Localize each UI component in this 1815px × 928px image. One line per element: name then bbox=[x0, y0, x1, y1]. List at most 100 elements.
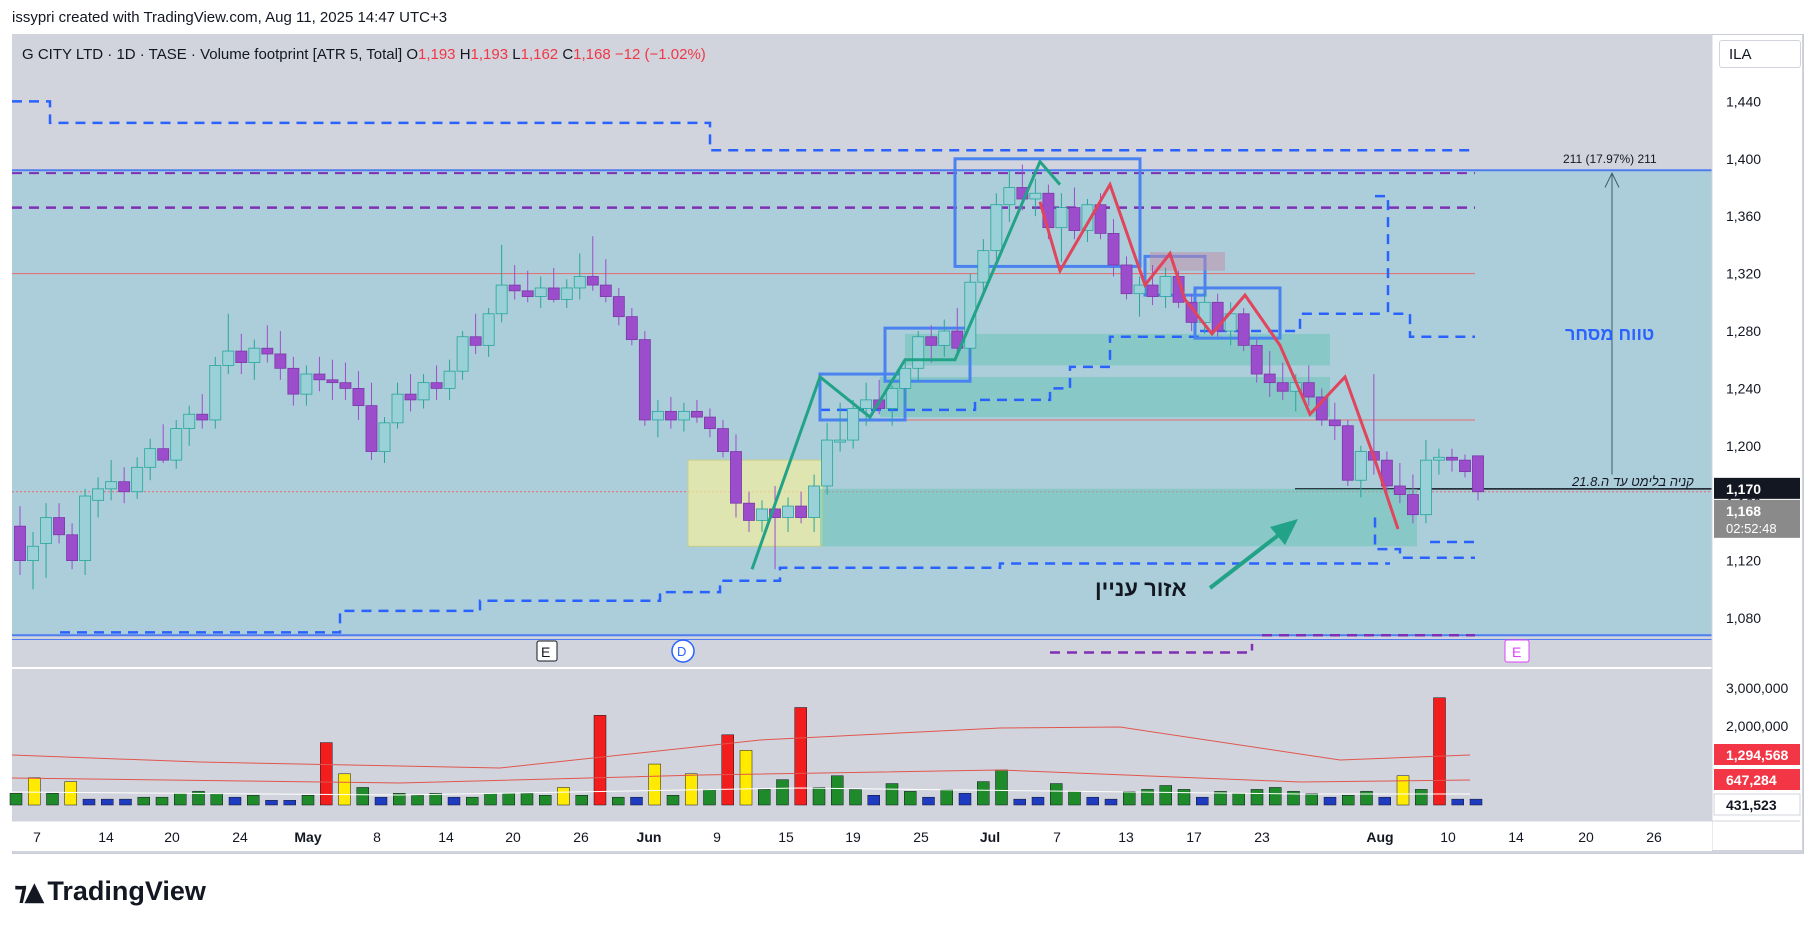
time-tick-label: 7 bbox=[33, 829, 41, 845]
candle-body bbox=[404, 393, 417, 401]
upcoming-earnings-marker bbox=[1504, 639, 1530, 663]
time-tick-label: 7 bbox=[1053, 829, 1061, 845]
volume-bar bbox=[520, 793, 534, 806]
volume-bar bbox=[1177, 789, 1191, 806]
interest-zone-bottom bbox=[820, 488, 1417, 547]
volume-bar bbox=[703, 789, 716, 806]
candle-body bbox=[105, 481, 118, 490]
time-tick-label: 26 bbox=[1646, 829, 1662, 845]
candle-body bbox=[222, 350, 235, 366]
volume-bar bbox=[904, 791, 917, 806]
candle-body bbox=[196, 413, 209, 421]
brand-name: TradingView bbox=[47, 876, 206, 906]
candle-body bbox=[1276, 382, 1289, 392]
box-july-top bbox=[953, 157, 1142, 268]
volume-bar bbox=[1086, 796, 1099, 806]
volume-bar bbox=[228, 796, 242, 806]
currency-button[interactable]: ILA bbox=[1719, 40, 1801, 68]
trading-range-label: טווח מסחר bbox=[1565, 324, 1654, 344]
volume-bar bbox=[320, 742, 333, 806]
close-label: C bbox=[562, 46, 574, 63]
time-tick-label: 20 bbox=[505, 829, 521, 845]
candle-body bbox=[495, 284, 508, 315]
open-value: 1,193 bbox=[417, 46, 456, 63]
last-price-badge-label: 1,170 bbox=[1726, 481, 1761, 497]
current-price-badge bbox=[1714, 499, 1800, 538]
time-axis bbox=[12, 821, 1712, 851]
candle-body bbox=[79, 495, 92, 561]
candle-body bbox=[183, 413, 196, 429]
candle-body bbox=[339, 382, 352, 389]
price-tick-label: 1,200 bbox=[1726, 438, 1761, 454]
volume-bar bbox=[885, 783, 899, 806]
range-measure-head bbox=[1604, 172, 1620, 188]
price-tick-label: 1,360 bbox=[1726, 208, 1761, 224]
earnings-marker-label: E bbox=[541, 644, 550, 660]
yellow-zone bbox=[687, 459, 824, 547]
volume-bar bbox=[1451, 798, 1464, 806]
candle-body bbox=[40, 517, 52, 544]
volume-bar bbox=[1360, 791, 1373, 806]
volume-bar bbox=[265, 800, 278, 806]
tradingview-logo[interactable]: ⁊▲ TradingView bbox=[14, 876, 206, 907]
candle-body bbox=[1380, 459, 1393, 487]
volume-bar bbox=[1068, 791, 1081, 806]
candle-body bbox=[756, 508, 768, 521]
candle-body bbox=[534, 287, 547, 297]
candle-body bbox=[1328, 419, 1341, 427]
time-tick-label: 14 bbox=[98, 829, 114, 845]
volume-badge-label: 1,294,568 bbox=[1726, 747, 1788, 763]
volume-badge bbox=[1713, 793, 1801, 816]
low-value: 1,162 bbox=[520, 46, 559, 63]
volume-bar bbox=[1415, 789, 1428, 806]
time-tick-label: 14 bbox=[438, 829, 454, 845]
candle-body bbox=[834, 439, 847, 443]
dashed-level-top bbox=[12, 100, 1475, 152]
volume-bar bbox=[1469, 798, 1483, 806]
candle-body bbox=[469, 336, 482, 346]
volume-bar bbox=[593, 715, 607, 806]
candle-body bbox=[1120, 264, 1133, 295]
time-tick-label: 17 bbox=[1186, 829, 1202, 845]
candle-body bbox=[27, 545, 39, 562]
volume-bar bbox=[1214, 791, 1227, 806]
candle-body bbox=[1146, 284, 1159, 297]
time-tick-label: 10 bbox=[1440, 829, 1456, 845]
interest-zone-mid bbox=[880, 376, 1330, 418]
volume-bar bbox=[356, 787, 369, 806]
volume-bar bbox=[630, 796, 643, 806]
volume-bar bbox=[174, 793, 187, 806]
candle-body bbox=[508, 284, 521, 292]
candle-body bbox=[1185, 301, 1198, 323]
volume-bar bbox=[1159, 785, 1172, 806]
candle-body bbox=[782, 505, 794, 518]
candle-body bbox=[769, 508, 781, 518]
close-value: 1,168 bbox=[573, 46, 611, 63]
candle-body bbox=[1159, 276, 1172, 297]
candle-body bbox=[704, 416, 716, 429]
volume-bar bbox=[502, 793, 515, 806]
zigzag-down bbox=[1038, 181, 1400, 530]
volume-tick-label: 3,000,000 bbox=[1726, 680, 1788, 696]
volume-bar bbox=[557, 787, 570, 806]
volume-bar bbox=[1396, 775, 1410, 806]
candle-body bbox=[209, 365, 222, 421]
volume-badge bbox=[1714, 744, 1800, 765]
candle-body bbox=[300, 373, 313, 395]
volume-bar bbox=[1250, 789, 1264, 806]
candle-body bbox=[391, 393, 404, 424]
interest-arrow bbox=[1208, 528, 1287, 590]
interest-zone-label: אזור עניין bbox=[1095, 576, 1186, 601]
candle-body bbox=[1341, 425, 1354, 481]
candle-body bbox=[352, 387, 365, 407]
low-label: L bbox=[512, 46, 521, 63]
candle-body bbox=[1250, 344, 1263, 375]
volume-ma-mid bbox=[11, 769, 1471, 784]
volume-pane bbox=[12, 669, 1712, 819]
zigzag-up bbox=[750, 158, 1062, 570]
volume-bar bbox=[940, 789, 953, 806]
last-price-badge bbox=[1714, 477, 1800, 499]
candle-body bbox=[274, 353, 287, 369]
candle-body bbox=[860, 399, 873, 409]
